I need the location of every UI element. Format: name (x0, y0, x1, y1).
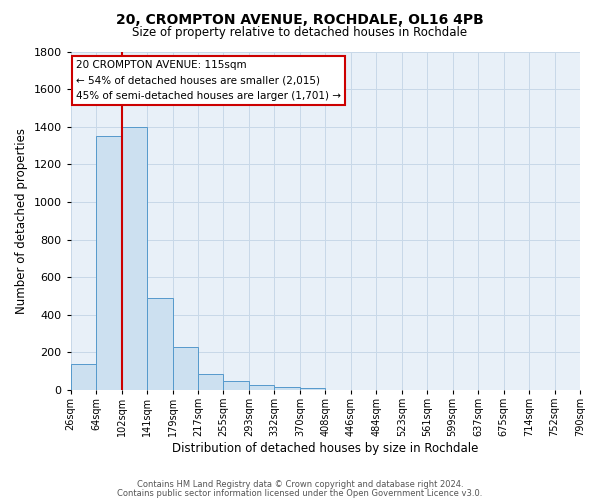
Bar (223, 380, 249, 390)
Y-axis label: Number of detached properties: Number of detached properties (15, 128, 28, 314)
Text: 20, CROMPTON AVENUE, ROCHDALE, OL16 4PB: 20, CROMPTON AVENUE, ROCHDALE, OL16 4PB (116, 12, 484, 26)
Bar (122, 126, 147, 390)
Bar (274, 387, 300, 390)
Text: Contains public sector information licensed under the Open Government Licence v3: Contains public sector information licen… (118, 489, 482, 498)
Text: Contains HM Land Registry data © Crown copyright and database right 2024.: Contains HM Land Registry data © Crown c… (137, 480, 463, 489)
Text: 20 CROMPTON AVENUE: 115sqm
← 54% of detached houses are smaller (2,015)
45% of s: 20 CROMPTON AVENUE: 115sqm ← 54% of deta… (76, 60, 341, 101)
Bar (71, 364, 96, 390)
Bar (198, 374, 223, 390)
Text: Size of property relative to detached houses in Rochdale: Size of property relative to detached ho… (133, 26, 467, 39)
Bar (249, 386, 274, 390)
Bar (173, 346, 198, 390)
X-axis label: Distribution of detached houses by size in Rochdale: Distribution of detached houses by size … (172, 442, 479, 455)
Bar (300, 388, 325, 390)
Bar (147, 298, 173, 390)
Bar (96, 136, 122, 390)
